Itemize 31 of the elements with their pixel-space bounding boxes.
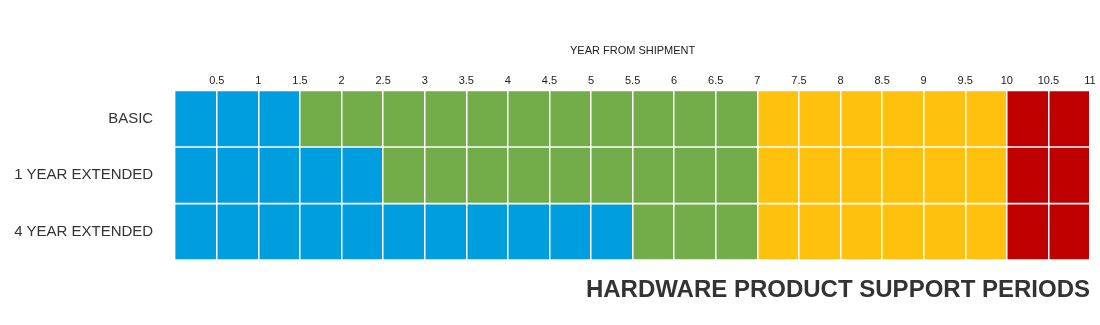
x-tick-label: 3 xyxy=(421,73,428,86)
y-tick-label: BASIC xyxy=(108,108,154,126)
x-tick-label: 8.5 xyxy=(874,73,890,86)
x-tick-label: 1.5 xyxy=(292,73,308,86)
text: HARDWARE PRODUCT SUPPORT PERIODS xyxy=(585,275,1090,303)
bar xyxy=(175,91,300,147)
x-tick-label: 2 xyxy=(338,73,345,86)
x-tick-label: 3.5 xyxy=(458,73,474,86)
x-tick-label: 0.5 xyxy=(209,73,225,86)
x-tick-label: 4.5 xyxy=(541,73,558,86)
x-tick-label: 5 xyxy=(587,73,595,86)
x-tick-label: 7.5 xyxy=(791,73,807,86)
x-tick-label: 5.5 xyxy=(624,73,641,86)
x-tick-label: 8 xyxy=(837,73,844,86)
x-tick-label: 10.5 xyxy=(1037,73,1060,86)
y-tick-label: 4 YEAR EXTENDED xyxy=(14,222,154,240)
x-tick-label: 9 xyxy=(920,73,927,86)
x-tick-label: 9.5 xyxy=(957,73,973,86)
x-tick-label: 4 xyxy=(504,73,511,86)
x-tick-label: 2.5 xyxy=(375,73,391,86)
x-tick-label: 1 xyxy=(255,73,262,86)
x-tick-label: 7 xyxy=(754,73,761,86)
bar xyxy=(1006,91,1090,147)
bar xyxy=(757,91,1007,147)
x-tick-label: 11 xyxy=(1084,73,1096,86)
x-axis-title: YEAR FROM SHIPMENT xyxy=(569,43,696,56)
x-tick-label: 10 xyxy=(1000,73,1013,86)
x-tick-label: 6 xyxy=(671,73,678,86)
bar xyxy=(299,91,758,147)
y-tick-label: 1 YEAR EXTENDED xyxy=(14,165,154,183)
x-tick-label: 6.5 xyxy=(708,73,724,86)
